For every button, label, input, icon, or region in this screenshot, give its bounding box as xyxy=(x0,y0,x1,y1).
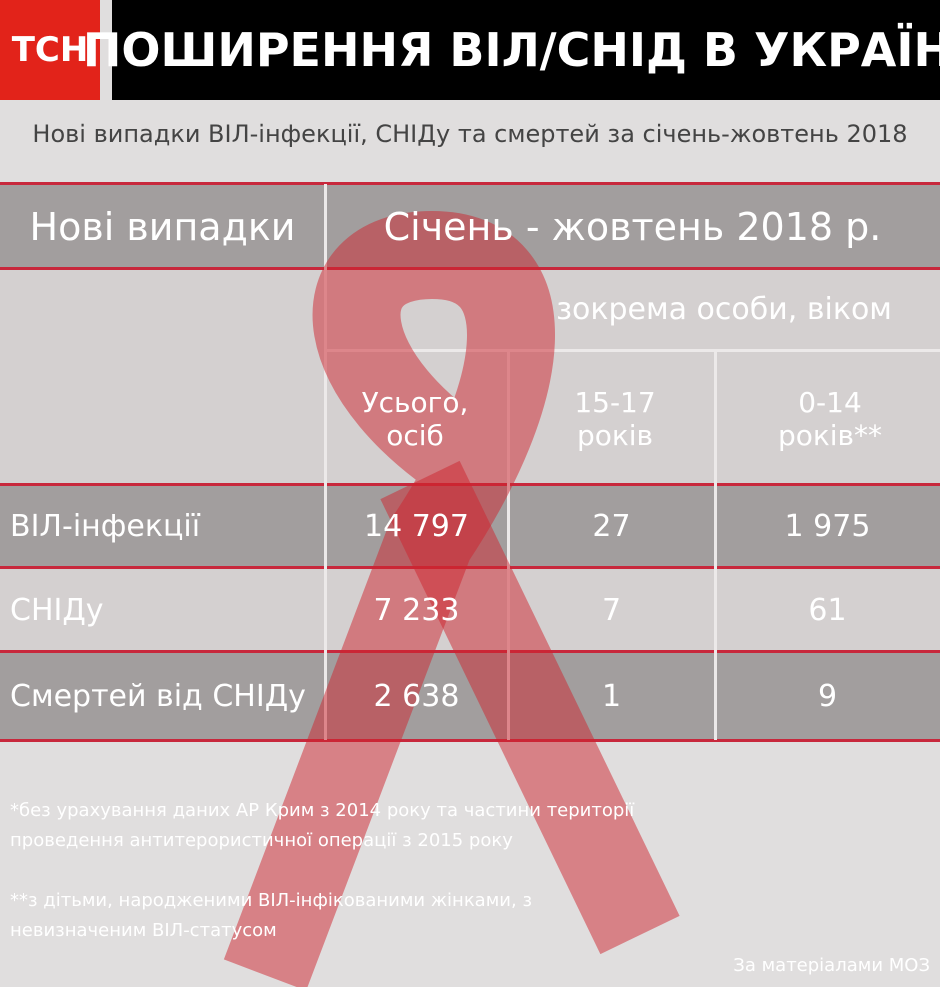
column-header: 15-17 років xyxy=(574,385,656,452)
rule xyxy=(0,739,940,742)
row-label: ВІЛ-інфекції xyxy=(10,509,201,544)
header-cell: Січень - жовтень 2018 р. xyxy=(383,204,882,249)
title: ПОШИРЕННЯ ВІЛ/СНІД В УКРАЇНІ xyxy=(83,0,940,100)
column-header: 0-14 років** xyxy=(777,385,883,452)
divider xyxy=(507,350,510,740)
ribbon-tail xyxy=(380,460,680,955)
subtitle: Нові випадки ВІЛ-інфекції, СНІДу та смер… xyxy=(32,120,908,148)
footnote: *без урахування даних АР Крим з 2014 рок… xyxy=(10,800,635,851)
value-cell: 2 638 xyxy=(373,678,460,714)
column-header: Усього, осіб xyxy=(361,385,469,452)
group-label: зокрема особи, віком xyxy=(556,292,892,327)
value-cell: 1 xyxy=(601,678,622,714)
header-cell: Нові випадки xyxy=(29,204,296,249)
value-cell: 27 xyxy=(592,509,631,544)
value-cell: 14 797 xyxy=(364,509,469,544)
divider xyxy=(714,350,717,740)
value-cell: 9 xyxy=(817,678,838,714)
ribbon-loop xyxy=(223,210,555,987)
divider xyxy=(326,349,940,352)
footnote: **з дітьми, народженими ВІЛ-інфікованими… xyxy=(10,890,533,941)
row-label: СНІДу xyxy=(10,592,104,628)
row-label: Смертей від СНІДу xyxy=(10,678,306,714)
divider xyxy=(324,184,327,740)
value-cell: 1 975 xyxy=(784,509,871,544)
rule xyxy=(0,182,940,185)
value-cell: 61 xyxy=(808,592,847,628)
source: За матеріалами МОЗ xyxy=(733,955,930,976)
logo: ТСН xyxy=(0,0,100,100)
value-cell: 7 233 xyxy=(373,592,460,628)
value-cell: 7 xyxy=(601,592,622,628)
